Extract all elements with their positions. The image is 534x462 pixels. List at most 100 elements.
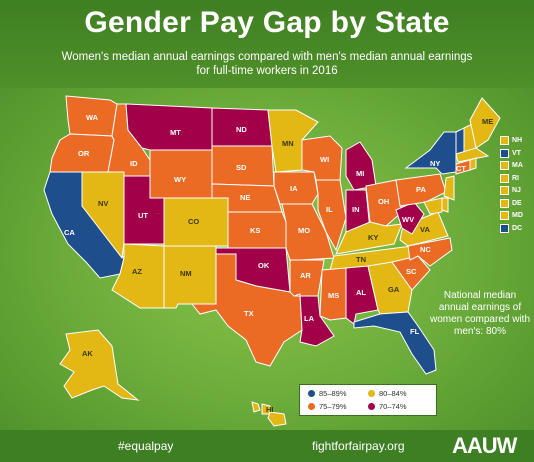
label-mo: MO — [298, 226, 310, 235]
label-nv: NV — [98, 199, 108, 208]
label-va: VA — [420, 225, 430, 234]
page-subtitle: Women's median annual earnings compared … — [61, 51, 473, 77]
label-ia: IA — [290, 184, 298, 193]
label-la: LA — [304, 314, 315, 323]
state-ri[interactable] — [469, 157, 477, 171]
label-mt: MT — [170, 128, 181, 137]
ne-abbr: VT — [512, 149, 521, 157]
legend: 85–89% 80–84% 75–79% 70–74% — [299, 384, 437, 416]
ne-key-row: RI — [500, 173, 530, 184]
state-vt[interactable] — [455, 127, 465, 155]
label-mn: MN — [282, 139, 294, 148]
ne-swatch — [500, 136, 509, 145]
national-median-note: National median annual earnings of women… — [429, 290, 531, 337]
legend-label: 85–89% — [319, 389, 347, 398]
label-fl: FL — [410, 327, 420, 336]
label-az: AZ — [132, 267, 142, 276]
label-ar: AR — [300, 271, 311, 280]
ne-swatch — [500, 161, 509, 170]
label-ny: NY — [430, 159, 440, 168]
ne-abbr: DC — [512, 224, 523, 232]
ne-swatch — [500, 173, 509, 183]
label-ky: KY — [368, 233, 378, 242]
state-ak[interactable] — [59, 329, 140, 401]
label-ks: KS — [250, 226, 260, 235]
legend-dot — [308, 390, 315, 397]
aauw-logo: AAUW — [452, 433, 517, 458]
state-mi[interactable] — [345, 141, 377, 191]
ne-abbr: MA — [512, 162, 523, 169]
label-me: ME — [482, 117, 493, 126]
footer: #equalpay fightforfairpay.org AAUW — [0, 430, 534, 462]
header-banner: Gender Pay Gap by State Women's median a… — [0, 0, 534, 88]
label-tn: TN — [356, 255, 366, 264]
label-ct: CT — [456, 164, 466, 173]
state-il[interactable] — [315, 179, 347, 252]
legend-item: 70–74% — [368, 401, 428, 412]
state-hi-3[interactable] — [267, 411, 287, 427]
label-sc: SC — [406, 267, 417, 276]
label-oh: OH — [378, 197, 389, 206]
label-nd: ND — [236, 125, 247, 134]
state-ma[interactable] — [455, 147, 490, 163]
label-nc: NC — [420, 245, 431, 254]
state-pa[interactable] — [395, 173, 447, 207]
label-al: AL — [356, 288, 366, 297]
label-wi: WI — [320, 155, 329, 164]
legend-dot — [368, 390, 375, 397]
state-nj[interactable] — [443, 175, 455, 201]
ne-key-row: NJ — [500, 185, 530, 196]
label-pa: PA — [416, 185, 426, 194]
label-ga: GA — [388, 285, 400, 294]
ne-swatch — [500, 148, 509, 158]
state-fl[interactable] — [353, 311, 437, 375]
label-ok: OK — [258, 261, 270, 270]
ne-abbr: NH — [512, 137, 523, 144]
label-or: OR — [78, 149, 90, 158]
state-tx[interactable] — [190, 253, 303, 367]
label-id: ID — [130, 159, 138, 168]
ne-swatch — [500, 211, 509, 220]
ne-abbr: RI — [512, 174, 519, 182]
state-wy[interactable] — [149, 149, 213, 199]
state-me[interactable] — [469, 97, 501, 149]
ne-key-row: VT — [500, 148, 530, 159]
label-ca: CA — [64, 228, 75, 237]
state-de[interactable] — [441, 197, 449, 213]
label-hi: HI — [266, 405, 274, 414]
label-tx: TX — [244, 309, 254, 318]
label-ne: NE — [240, 193, 250, 202]
state-ms[interactable] — [319, 267, 347, 321]
state-nm[interactable] — [163, 245, 217, 309]
ne-key-row: DC — [500, 223, 530, 234]
ne-swatch — [500, 223, 509, 233]
hashtag-link[interactable]: #equalpay — [118, 439, 174, 453]
label-wy: WY — [174, 175, 186, 184]
label-sd: SD — [236, 163, 247, 172]
state-la[interactable] — [293, 293, 335, 347]
ne-swatch — [500, 186, 509, 195]
legend-item: 85–89% — [308, 388, 368, 399]
label-wv: WV — [402, 215, 414, 224]
legend-dot — [308, 403, 315, 410]
legend-label: 70–74% — [379, 402, 407, 411]
label-ms: MS — [328, 291, 339, 300]
state-md[interactable] — [423, 197, 443, 215]
ne-key-row: MD — [500, 210, 530, 221]
ne-key-row: DE — [500, 198, 530, 209]
state-mt[interactable] — [125, 103, 213, 151]
state-oh[interactable] — [365, 179, 403, 227]
ne-abbr: NJ — [512, 187, 521, 194]
ne-key-row: MA — [500, 160, 530, 171]
ne-swatch — [500, 198, 509, 208]
label-mi: MI — [356, 169, 364, 178]
label-nm: NM — [180, 269, 192, 278]
ne-abbr: DE — [512, 199, 522, 207]
label-il: IL — [326, 205, 333, 214]
state-hi[interactable] — [251, 401, 261, 413]
legend-item: 75–79% — [308, 401, 368, 412]
state-nc[interactable] — [407, 237, 453, 267]
label-in: IN — [352, 205, 360, 214]
website-link[interactable]: fightforfairpay.org — [312, 439, 405, 453]
